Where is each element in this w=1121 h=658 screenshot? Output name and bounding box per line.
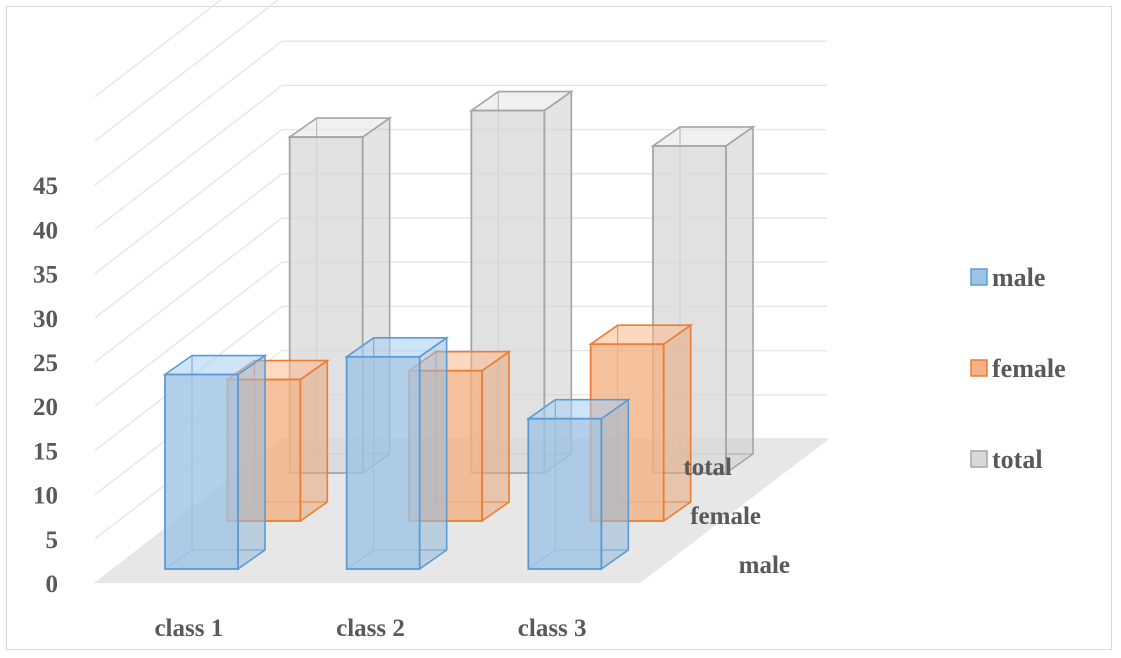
bar-front-face [527,417,603,570]
gridline-side [94,0,280,142]
y-tick-label: 45 [33,173,58,200]
gridline-side [94,129,283,275]
y-tick-label: 10 [33,483,58,510]
bar-front-face [345,355,421,570]
legend-label: total [992,445,1043,474]
chart-bars [162,90,756,571]
series-axis-label: female [690,503,761,530]
bar-side-face [481,350,510,523]
category-label: class 3 [518,615,587,642]
chart-legend: male female total [970,263,1066,474]
bar-side-face [237,353,266,571]
y-tick-label: 40 [33,217,58,244]
gridline-side [94,40,283,186]
y-tick-label: 30 [33,306,58,333]
bar-side-face [725,125,754,475]
series-axis-label: male [739,552,790,579]
y-tick-label: 20 [33,394,58,421]
bar-male-class-3 [525,398,631,571]
category-label: class 1 [154,615,223,642]
bar-front-face [164,373,239,570]
gridline-side [94,217,283,363]
legend-item-total: total [970,445,1043,474]
bar-side-face [662,323,692,523]
y-tick-label: 15 [33,438,58,465]
legend-swatch [970,450,988,468]
category-label: class 2 [336,615,405,642]
legend-item-female: female [970,354,1066,383]
legend-swatch [970,268,988,286]
legend-item-male: male [970,263,1045,292]
legend-label: female [992,354,1066,383]
y-tick-label: 35 [33,262,58,289]
gridline-side [94,84,283,230]
legend-swatch [970,359,988,377]
gridline-side [94,0,222,98]
bar-male-class-1 [162,353,268,571]
y-tick-label: 25 [33,350,58,377]
chart-labels: 0 5 10 15 20 25 30 35 40 45 class 1 class 2 class 3 m… [33,173,790,642]
y-tick-label: 5 [46,527,59,554]
bar-side-face [600,398,630,571]
gridline-side [94,261,283,407]
bar-male-class-2 [344,336,450,571]
series-axis-label: total [683,454,732,481]
bar-side-face [418,336,448,571]
legend-label: male [992,263,1045,292]
gridline-side [94,173,283,319]
y-tick-label: 0 [46,571,59,598]
bar-side-face [299,359,329,523]
